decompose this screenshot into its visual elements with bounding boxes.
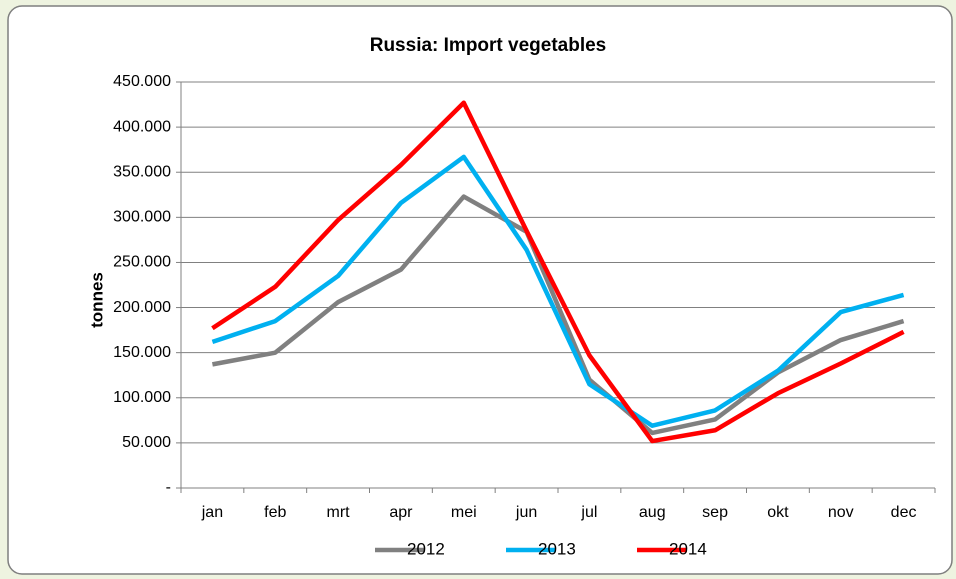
panel — [7, 5, 953, 575]
y-tick-label: 400.000 — [113, 118, 171, 135]
x-tick-label: jun — [515, 504, 537, 521]
series-line — [211, 100, 905, 444]
chart-title: Russia: Import vegetables — [370, 35, 607, 56]
x-tick-label: mrt — [327, 504, 351, 521]
x-tick-label: feb — [264, 504, 286, 521]
x-tick-label: apr — [389, 504, 413, 521]
x-tick-label: jan — [201, 504, 223, 521]
x-tick-label: sep — [702, 504, 728, 521]
x-tick-label: dec — [891, 504, 917, 521]
series-line — [212, 194, 905, 436]
y-tick-label: - — [166, 479, 171, 496]
y-tick-label: 150.000 — [113, 344, 171, 361]
series-line — [211, 154, 905, 428]
y-tick-label: 250.000 — [113, 254, 171, 271]
x-tick-label: aug — [639, 504, 666, 521]
legend-label: 2014 — [669, 539, 707, 558]
x-tick-label: mei — [451, 504, 477, 521]
y-tick-label: 200.000 — [113, 299, 171, 316]
legend-label: 2012 — [407, 539, 445, 558]
x-tick-label: jul — [580, 504, 597, 521]
x-tick-label: okt — [767, 504, 789, 521]
y-tick-label: 50.000 — [122, 434, 171, 451]
y-tick-label: 300.000 — [113, 209, 171, 226]
y-tick-label: 100.000 — [113, 389, 171, 406]
y-tick-label: 350.000 — [113, 163, 171, 180]
y-axis-title: tonnes — [87, 272, 106, 328]
y-tick-label: 450.000 — [113, 73, 171, 90]
legend-label: 2013 — [538, 539, 576, 558]
x-tick-label: nov — [828, 504, 854, 521]
